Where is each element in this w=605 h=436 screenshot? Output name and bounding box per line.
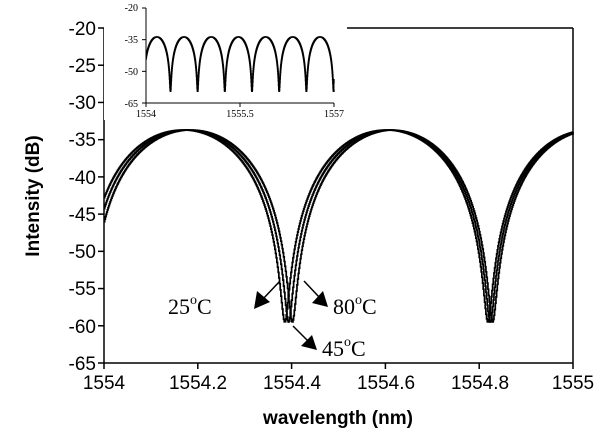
inset-series xyxy=(145,36,335,93)
spectrum-series-3 xyxy=(103,129,574,323)
annotation-80c: 80oC xyxy=(303,280,377,319)
y-tick-label: -50 xyxy=(69,242,96,263)
inset-y-tick-label: -20 xyxy=(125,3,138,14)
inset-spectrum-2 xyxy=(145,36,335,93)
y-tick-label: -65 xyxy=(69,354,96,375)
y-tick-label: -30 xyxy=(69,93,96,114)
x-tick-label: 1554.4 xyxy=(263,373,322,394)
annotation-25c-arrow xyxy=(261,280,281,301)
inset-y-tick-label: -50 xyxy=(125,67,138,78)
y-tick-label: -60 xyxy=(69,317,96,338)
inset-x-tick-label: 1557 xyxy=(324,109,344,120)
y-axis-title: Intensity (dB) xyxy=(23,135,44,256)
x-tick-label: 1554.6 xyxy=(357,373,415,394)
annotation-25c-arrowhead xyxy=(254,291,270,309)
x-tick-labels: 1554 1554.2 1554.4 1554.6 1554.8 1555 xyxy=(83,373,594,394)
annotation-80c-label: 80oC xyxy=(333,293,377,319)
x-tick-label: 1555 xyxy=(552,373,594,394)
inset-y-tick-label: -65 xyxy=(125,99,138,110)
annotation-45c: 45oC xyxy=(292,325,366,361)
y-tick-labels: -20 -25 -30 -35 -40 -45 -50 -55 -60 -65 xyxy=(69,19,96,375)
inset-chart: -20 -35 -50 -65 1554 1555.5 1557 xyxy=(104,0,347,120)
y-tick-label: -35 xyxy=(69,130,96,151)
inset-x-tick-label: 1554 xyxy=(136,109,156,120)
inset-x-tick-label: 1555.5 xyxy=(226,109,254,120)
x-tick-label: 1554.2 xyxy=(169,373,227,394)
annotation-45c-label: 45oC xyxy=(322,335,366,361)
inset-background xyxy=(104,0,347,120)
series-group xyxy=(103,129,574,323)
annotation-45c-arrowhead xyxy=(301,335,317,350)
inset-y-tick-label: -35 xyxy=(125,35,138,46)
annotation-80c-arrowhead xyxy=(312,291,328,307)
annotation-25c: 25oC xyxy=(168,280,281,319)
y-tick-label: -25 xyxy=(69,56,96,77)
x-tick-label: 1554 xyxy=(83,373,126,394)
y-tick-label: -55 xyxy=(69,279,96,300)
x-tick-label: 1554.8 xyxy=(451,373,509,394)
y-tick-label: -40 xyxy=(69,168,96,189)
annotation-80c-arrow xyxy=(303,280,321,299)
annotation-25c-label: 25oC xyxy=(168,293,212,319)
y-tick-label: -20 xyxy=(69,19,96,40)
y-tick-label: -45 xyxy=(69,205,96,226)
x-axis-title: wavelength (nm) xyxy=(262,408,413,429)
annotation-45c-arrow xyxy=(292,325,310,343)
